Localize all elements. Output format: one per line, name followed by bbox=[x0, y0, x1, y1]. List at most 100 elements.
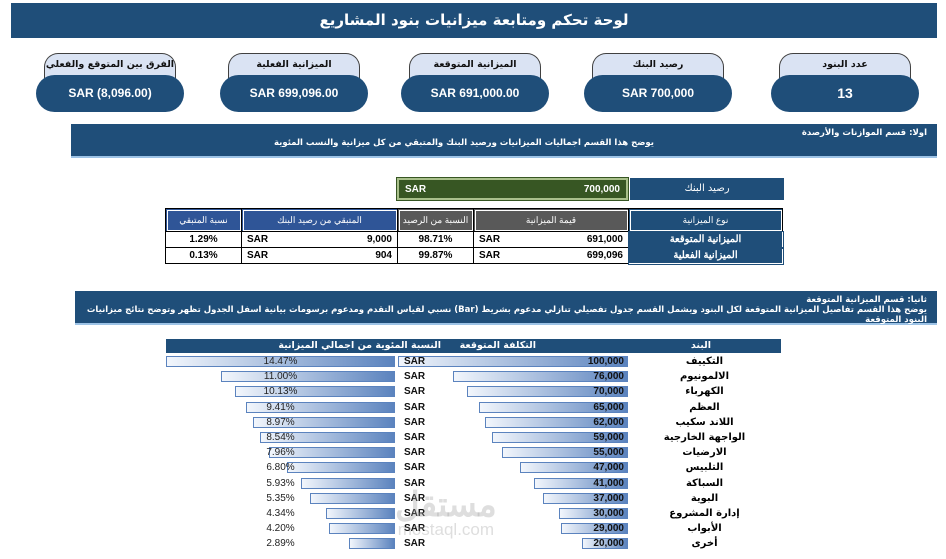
currency-label: SAR bbox=[404, 508, 426, 519]
cost-data-bar bbox=[478, 401, 628, 413]
cost-data-bar bbox=[453, 371, 628, 383]
cost-cell: SAR 70,000 bbox=[398, 384, 628, 399]
cost-cell: SAR 62,000 bbox=[398, 415, 628, 430]
currency-label: SAR bbox=[247, 250, 269, 261]
kpi-variance: الفرق بين المتوقع والفعلي SAR (8,096.00) bbox=[36, 53, 184, 112]
pct-of-balance-cell: 99.87% bbox=[397, 247, 474, 264]
cost-cell: SAR 37,000 bbox=[398, 491, 628, 506]
item-name: السباكة bbox=[685, 477, 724, 489]
budget-type-cell: الميزانية الفعلية bbox=[627, 246, 784, 265]
kpi-value: SAR 691,000.00 bbox=[401, 75, 549, 112]
pct-data-bar bbox=[310, 492, 395, 504]
item-name: الالمونيوم bbox=[679, 371, 730, 383]
col-budget-value: قيمة الميزانية bbox=[473, 208, 629, 232]
kpi-expected-budget: الميزانية المتوقعة SAR 691,000.00 bbox=[401, 53, 549, 112]
item-name: اللاند سكيب bbox=[675, 416, 734, 428]
pct-value: 11.00% bbox=[263, 371, 298, 383]
item-name: الواجهة الخارجية bbox=[663, 432, 746, 443]
pct-value: 14.47% bbox=[263, 356, 298, 367]
pct-cell: 10.13% bbox=[166, 384, 395, 399]
cost-data-bar bbox=[492, 432, 628, 443]
currency-label: SAR bbox=[404, 462, 426, 474]
pct-data-bar bbox=[166, 356, 395, 367]
pct-value: 9.41% bbox=[266, 401, 295, 413]
table-row: 7.96% SAR 55,000 الارضيات bbox=[166, 445, 781, 460]
cost-cell: SAR 20,000 bbox=[398, 536, 628, 551]
pct-cell: 8.97% bbox=[166, 415, 395, 430]
currency-label: SAR bbox=[404, 523, 426, 535]
cost-data-bar bbox=[559, 508, 628, 519]
table-row: 0.13% SAR 904 99.87% SAR 699,096 الميزانية… bbox=[165, 246, 784, 265]
table-row: 6.80% SAR 47,000 التلبيس bbox=[166, 460, 781, 475]
pct-value: 2.89% bbox=[266, 538, 295, 550]
cost-cell: SAR 41,000 bbox=[398, 476, 628, 491]
table-header-row: نسبة المتبقي المتبقي من رصيد البنك النسب… bbox=[165, 208, 783, 232]
pct-cell: 9.41% bbox=[166, 400, 395, 415]
currency-label: SAR bbox=[404, 477, 426, 489]
cost-value: 100,000 bbox=[587, 356, 624, 367]
item-name: الكهرباء bbox=[685, 386, 724, 398]
kpi-actual-budget: الميزانية الفعلية SAR 699,096.00 bbox=[220, 53, 368, 112]
pct-data-bar bbox=[301, 477, 395, 489]
section2-description: يوضح هذا القسم تفاصيل الميزانية المتوقعة… bbox=[86, 305, 927, 325]
section1-header: اولا: قسم الموازنات والأرصدة يوضح هذا ال… bbox=[71, 124, 937, 158]
kpi-item-count: عدد البنود 13 bbox=[771, 53, 919, 112]
currency-label: SAR bbox=[479, 250, 501, 261]
section1-title: اولا: قسم الموازنات والأرصدة bbox=[801, 128, 927, 138]
pct-data-bar bbox=[287, 462, 395, 474]
col-pct-of-balance: النسبة من الرصيد bbox=[397, 208, 474, 232]
cost-cell: SAR 65,000 bbox=[398, 400, 628, 415]
currency-label: SAR bbox=[404, 386, 426, 398]
cost-value: 47,000 bbox=[593, 462, 624, 474]
currency-label: SAR bbox=[404, 447, 426, 459]
table-row: 4.20% SAR 29,000 الأبواب bbox=[166, 521, 781, 536]
pct-value: 5.93% bbox=[266, 477, 295, 489]
cost-cell: SAR 55,000 bbox=[398, 445, 628, 460]
cost-value: 76,000 bbox=[593, 371, 624, 383]
pct-value: 6.80% bbox=[266, 462, 295, 474]
pct-cell: 2.89% bbox=[166, 536, 395, 551]
budget-amount: 699,096 bbox=[586, 250, 623, 261]
col-item: البند bbox=[690, 340, 711, 351]
budget-value-cell: SAR 691,000 bbox=[473, 231, 629, 248]
cost-value: 37,000 bbox=[593, 492, 624, 504]
col-expected-cost: التكلفة المتوقعة bbox=[459, 340, 536, 351]
currency-label: SAR bbox=[247, 234, 269, 245]
table-row: 10.13% SAR 70,000 الكهرباء bbox=[166, 384, 781, 399]
cost-value: 29,000 bbox=[593, 523, 624, 535]
cost-cell: SAR 29,000 bbox=[398, 521, 628, 536]
kpi-value: SAR 700,000 bbox=[584, 75, 732, 112]
cost-data-bar bbox=[582, 538, 628, 550]
table-row: 14.47% SAR 100,000 التكييف bbox=[166, 354, 781, 369]
budget-value-cell: SAR 699,096 bbox=[473, 247, 629, 264]
col-remaining-pct: نسبة المتبقي bbox=[165, 208, 242, 232]
pct-data-bar bbox=[246, 401, 395, 413]
pct-data-bar bbox=[269, 447, 395, 459]
remaining-pct-cell: 0.13% bbox=[165, 247, 242, 264]
section1-description: يوضح هذا القسم اجماليات الميزانيات ورصيد… bbox=[274, 138, 654, 148]
remaining-cell: SAR 9,000 bbox=[241, 231, 398, 248]
items-table-header: البند التكلفة المتوقعة النسبة المئوية من… bbox=[166, 339, 781, 353]
table-row: 9.41% SAR 65,000 العظم bbox=[166, 400, 781, 415]
table-row: 11.00% SAR 76,000 الالمونيوم bbox=[166, 369, 781, 384]
cost-data-bar bbox=[485, 416, 628, 428]
section2-header: ثانيا: قسم الميزانية المتوقعة يوضح هذا ا… bbox=[75, 291, 937, 325]
currency-label: SAR bbox=[479, 234, 501, 245]
cost-data-bar bbox=[398, 356, 628, 367]
pct-cell: 4.20% bbox=[166, 521, 395, 536]
pct-data-bar bbox=[253, 416, 395, 428]
cost-value: 59,000 bbox=[593, 432, 624, 443]
bank-balance-label: رصيد البنك bbox=[630, 178, 784, 200]
col-budget-type: نوع الميزانية bbox=[628, 208, 783, 232]
item-name: إدارة المشروع bbox=[669, 508, 740, 519]
section2-title: ثانيا: قسم الميزانية المتوقعة bbox=[806, 295, 927, 305]
pct-cell: 5.93% bbox=[166, 476, 395, 491]
pct-value: 8.97% bbox=[266, 416, 295, 428]
item-name: الأبواب bbox=[687, 523, 722, 535]
cost-value: 55,000 bbox=[593, 447, 624, 459]
pct-value: 4.34% bbox=[266, 508, 295, 519]
pct-cell: 11.00% bbox=[166, 369, 395, 384]
pct-cell: 14.47% bbox=[166, 354, 395, 369]
pct-data-bar bbox=[259, 432, 395, 443]
pct-cell: 4.34% bbox=[166, 506, 395, 521]
